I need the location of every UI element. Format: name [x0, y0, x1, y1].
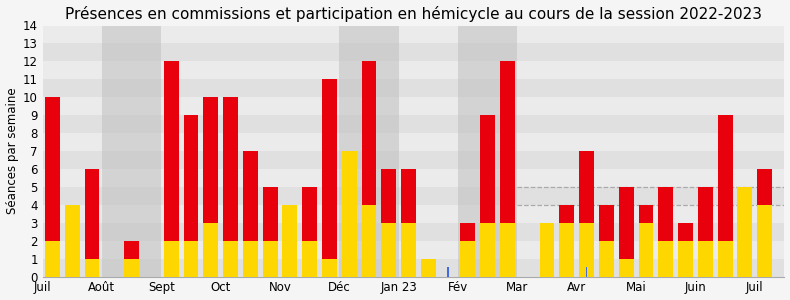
Bar	[43, 44, 784, 62]
Bar	[362, 61, 376, 277]
Bar	[124, 241, 139, 277]
Bar	[164, 241, 179, 277]
Bar	[638, 205, 653, 277]
Bar	[183, 115, 198, 277]
Bar	[322, 79, 337, 277]
Bar	[638, 223, 653, 277]
Bar	[303, 241, 317, 277]
Bar	[43, 97, 784, 115]
Bar	[45, 97, 60, 277]
Bar	[678, 241, 693, 277]
Bar	[283, 205, 297, 277]
Bar	[65, 205, 80, 277]
Bar	[43, 79, 784, 97]
Bar	[43, 223, 784, 241]
Bar	[43, 169, 784, 187]
Bar	[658, 187, 673, 277]
Bar	[43, 26, 784, 44]
Bar	[85, 169, 100, 277]
Bar	[737, 187, 752, 277]
Bar	[717, 115, 732, 277]
Bar	[43, 61, 784, 79]
Bar	[698, 187, 713, 277]
Bar	[421, 259, 436, 277]
Bar	[43, 151, 784, 169]
Bar	[342, 151, 356, 277]
Bar	[340, 26, 399, 277]
Bar	[758, 169, 772, 277]
Bar	[164, 61, 179, 277]
Bar	[540, 223, 555, 277]
Bar	[43, 115, 784, 133]
Bar	[243, 151, 258, 277]
Title: Présences en commissions et participation en hémicycle au cours de la session 20: Présences en commissions et participatio…	[65, 6, 762, 22]
Bar	[303, 187, 317, 277]
Bar	[500, 61, 515, 277]
Bar	[586, 267, 587, 277]
Bar	[223, 97, 238, 277]
Bar	[382, 169, 397, 277]
Bar	[500, 223, 515, 277]
Bar	[401, 223, 416, 277]
Bar	[758, 205, 772, 277]
Bar	[45, 241, 60, 277]
Bar	[43, 259, 784, 277]
Bar	[85, 259, 100, 277]
Bar	[203, 223, 218, 277]
Bar	[540, 223, 555, 277]
Bar	[243, 241, 258, 277]
Bar	[599, 241, 614, 277]
Bar	[461, 241, 476, 277]
Bar	[480, 115, 495, 277]
Bar	[619, 259, 634, 277]
Bar	[262, 187, 277, 277]
Bar	[124, 259, 139, 277]
Bar	[447, 267, 449, 277]
Bar	[362, 205, 376, 277]
Bar	[461, 223, 476, 277]
Bar	[579, 223, 594, 277]
Bar	[458, 26, 517, 277]
Bar	[401, 169, 416, 277]
Bar	[717, 241, 732, 277]
Bar	[43, 187, 784, 205]
Bar	[382, 223, 397, 277]
Bar	[342, 205, 356, 277]
Bar	[43, 205, 784, 223]
Bar	[65, 205, 80, 277]
Bar	[322, 259, 337, 277]
Bar	[43, 241, 784, 259]
Bar	[658, 241, 673, 277]
Bar	[223, 241, 238, 277]
Bar	[579, 151, 594, 277]
Bar	[559, 205, 574, 277]
Bar	[183, 241, 198, 277]
Bar	[698, 241, 713, 277]
Bar	[102, 26, 161, 277]
Bar	[203, 97, 218, 277]
Bar	[421, 259, 436, 277]
Bar	[599, 205, 614, 277]
Bar	[283, 205, 297, 277]
Bar	[43, 133, 784, 151]
Bar	[619, 187, 634, 277]
Bar	[737, 187, 752, 277]
Bar	[559, 223, 574, 277]
Bar	[262, 241, 277, 277]
Bar	[480, 223, 495, 277]
Y-axis label: Séances par semaine: Séances par semaine	[6, 88, 18, 214]
Bar	[678, 223, 693, 277]
